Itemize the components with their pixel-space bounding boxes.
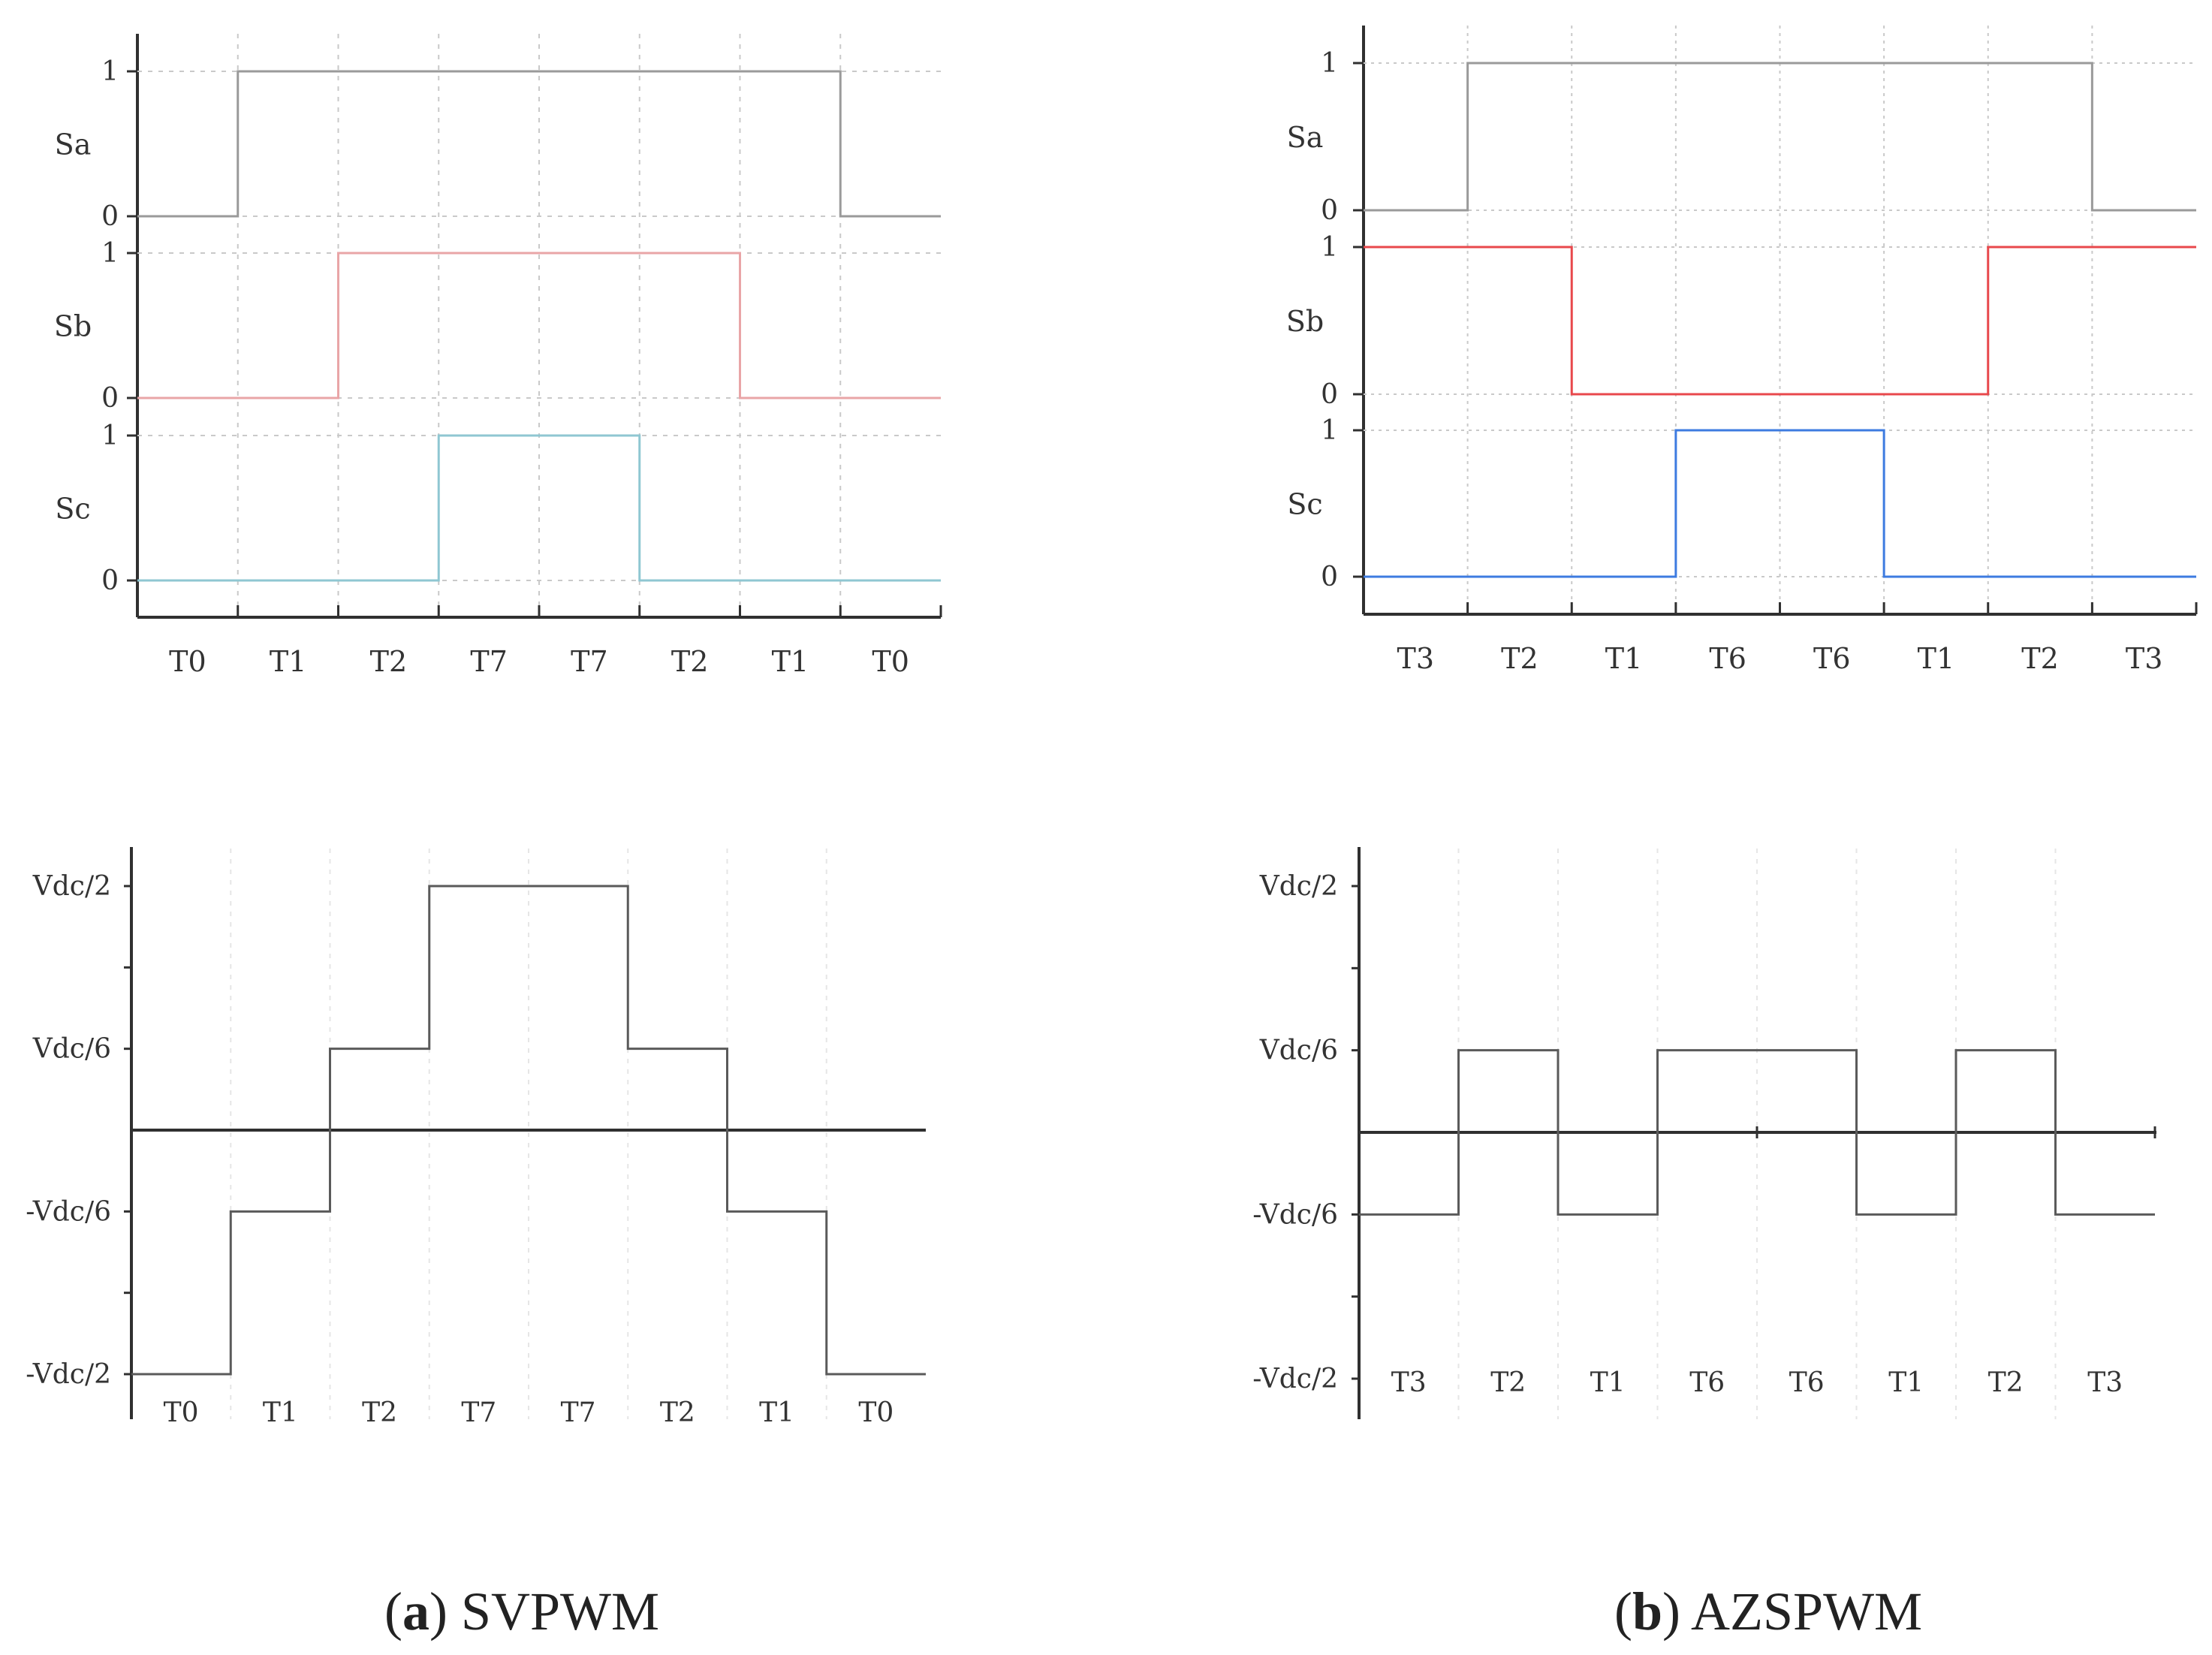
signal-label-sa: Sa	[1287, 121, 1324, 154]
interval-label: T2	[660, 1397, 695, 1428]
signal-label-sb: Sb	[1286, 305, 1324, 338]
y-tick-label: Vdc/2	[32, 871, 111, 902]
y-tick-label: Vdc/6	[1259, 1036, 1338, 1066]
signal-label-sc: Sc	[1287, 488, 1322, 521]
interval-label: T2	[370, 645, 408, 678]
y-tick-label: 1	[101, 238, 119, 269]
signal-label-sb: Sb	[54, 310, 92, 343]
interval-label: T1	[772, 645, 809, 678]
interval-label: T6	[1709, 642, 1746, 675]
interval-label: T2	[1501, 642, 1538, 675]
interval-label: T2	[362, 1397, 397, 1428]
y-tick-label: 1	[1321, 48, 1338, 79]
interval-label: T1	[1605, 642, 1643, 675]
interval-label: T1	[1888, 1367, 1924, 1398]
caption-b-letter: b	[1632, 1581, 1662, 1641]
y-tick-label: 1	[1321, 415, 1338, 446]
caption-a-letter: a	[402, 1581, 429, 1641]
series-line-sc	[137, 434, 941, 582]
series-line-sb	[1364, 246, 2196, 396]
interval-label: T1	[270, 645, 307, 678]
interval-label: T3	[1391, 1367, 1427, 1398]
caption-b: (b) AZSPWM	[1614, 1581, 1922, 1641]
interval-label: T0	[858, 1397, 894, 1428]
azspwm-voltage-chart: Vdc/2 Vdc/6 -Vdc/6 -Vdc/2 T3 T2 T1 T6 T6 T1 T2 T3	[1252, 847, 2156, 1419]
y-tick-label: 0	[101, 201, 119, 232]
interval-label: T3	[2126, 642, 2163, 675]
interval-label: T1	[1590, 1367, 1626, 1398]
y-tick-label: 0	[1321, 379, 1338, 410]
series-line-sa	[1364, 62, 2196, 212]
interval-label: T1	[1918, 642, 1955, 675]
y-tick-label: 0	[1321, 195, 1338, 226]
y-tick-label: -Vdc/6	[26, 1196, 111, 1227]
y-tick-label: 1	[101, 421, 119, 451]
interval-label: T1	[263, 1397, 298, 1428]
signal-label-sc: Sc	[55, 493, 90, 526]
voltage-line	[131, 885, 926, 1376]
signal-label-sa: Sa	[55, 128, 92, 161]
interval-label: T0	[169, 645, 206, 678]
y-tick-label: -Vdc/6	[1252, 1199, 1338, 1230]
y-tick-label: 0	[1321, 562, 1338, 592]
azspwm-switching-chart: T3 T2 T1 T6 T6 T1 T2 T3 1 0 Sa 1 0 Sb 1 0 Sc	[1286, 26, 2198, 675]
y-tick-label: 1	[1321, 232, 1338, 263]
y-tick-label: 1	[101, 56, 119, 87]
caption-a-name: SVPWM	[461, 1581, 659, 1641]
interval-label: T7	[461, 1397, 496, 1428]
interval-label: T2	[1490, 1367, 1526, 1398]
caption-b-name: AZSPWM	[1691, 1581, 1922, 1641]
interval-label: T1	[759, 1397, 794, 1428]
series-line-sb	[137, 252, 941, 399]
y-tick-label: -Vdc/2	[1252, 1364, 1338, 1394]
interval-label: T2	[2021, 642, 2059, 675]
y-tick-label: 0	[101, 565, 119, 596]
svpwm-switching-chart: T0 T1 T2 T7 T7 T2 T1 T0 1 0 Sa 1 0 Sb 1 0 Sc	[54, 34, 942, 678]
interval-label: T0	[872, 645, 909, 678]
interval-label: T7	[561, 1397, 596, 1428]
voltage-line	[1359, 1049, 2155, 1216]
interval-label: T0	[164, 1397, 199, 1428]
interval-label: T7	[571, 645, 608, 678]
interval-label: T6	[1689, 1367, 1725, 1398]
interval-label: T2	[1988, 1367, 2024, 1398]
svpwm-voltage-chart: Vdc/2 Vdc/6 -Vdc/6 -Vdc/2 T0 T1 T2 T7 T7 T2 T1 T0	[26, 847, 926, 1428]
series-line-sa	[137, 70, 941, 218]
caption-a: (a) SVPWM	[384, 1581, 659, 1641]
series-line-sc	[1364, 429, 2196, 578]
interval-label: T6	[1789, 1367, 1825, 1398]
interval-label: T3	[1397, 642, 1435, 675]
y-tick-label: -Vdc/2	[26, 1359, 111, 1390]
interval-label: T7	[470, 645, 508, 678]
interval-label: T2	[671, 645, 709, 678]
y-tick-label: 0	[101, 383, 119, 414]
y-tick-label: Vdc/6	[32, 1034, 111, 1065]
interval-label: T6	[1813, 642, 1851, 675]
interval-label: T3	[2087, 1367, 2123, 1398]
y-tick-label: Vdc/2	[1259, 871, 1338, 902]
